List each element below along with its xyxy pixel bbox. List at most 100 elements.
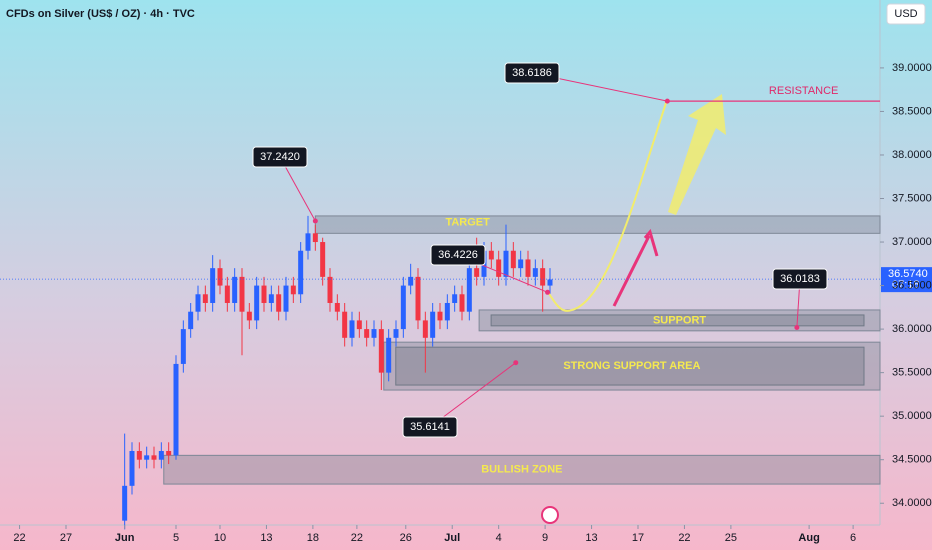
candle-body [540, 268, 546, 286]
y-tick-label: 36.0000 [892, 323, 932, 335]
annotation-leader [429, 362, 517, 428]
candle-body [254, 285, 260, 321]
candle-body [232, 276, 238, 303]
candle-body [356, 320, 362, 330]
candles [122, 215, 553, 530]
annotation-box [504, 62, 560, 84]
candle-body [224, 285, 230, 303]
candle-body [151, 455, 157, 460]
candle-body [320, 242, 326, 277]
logo [541, 506, 559, 524]
zone-inner [395, 346, 865, 386]
annotation-box [430, 244, 486, 266]
candle-body [298, 250, 304, 295]
candle-body [466, 268, 472, 312]
annotation-box [402, 416, 458, 438]
y-tick-label: 34.0000 [892, 497, 932, 509]
y-tick-label: 39.0000 [892, 62, 932, 74]
x-tick-label: 18 [307, 532, 319, 544]
annotation-label: 36.4226 [438, 249, 478, 261]
pink-arrow [612, 235, 651, 307]
candle-body [459, 294, 465, 312]
x-tick-label: Aug [798, 532, 819, 544]
annotation-point [545, 289, 551, 295]
candle-body [525, 259, 531, 277]
candle-body [122, 485, 128, 521]
candle-body [503, 250, 509, 277]
annotation-box [252, 146, 308, 168]
candle-body [268, 294, 274, 303]
annotation-point [312, 218, 318, 224]
annotation-label: 37.2420 [260, 151, 300, 163]
x-tick-label: 22 [351, 532, 363, 544]
last-price-box [881, 267, 932, 293]
x-tick-label: 6 [850, 532, 856, 544]
zone-label: TARGET [445, 217, 490, 229]
candle-body [312, 233, 318, 243]
y-tick-label: 36.5000 [892, 279, 932, 291]
candle-body [261, 285, 267, 303]
zone-label: SUPPORT [653, 314, 706, 326]
candle-body [173, 363, 179, 456]
zone-inner [490, 314, 865, 327]
y-tick-label: 35.5000 [892, 367, 932, 379]
annotation-point [513, 360, 519, 366]
candle-body [408, 276, 414, 286]
y-tick-label: 35.0000 [892, 410, 932, 422]
x-tick-label: 9 [542, 532, 548, 544]
x-tick-label: 27 [60, 532, 72, 544]
resistance-label: RESISTANCE [769, 85, 838, 97]
candle-body [364, 329, 370, 338]
x-tick-label: 22 [678, 532, 690, 544]
currency-label[interactable]: USD [894, 8, 917, 20]
candle-body [510, 250, 516, 269]
candle-body [166, 450, 172, 456]
y-tick-label: 37.0000 [892, 236, 932, 248]
candle-body [547, 279, 553, 286]
candle-body [136, 450, 142, 460]
x-tick-label: 10 [214, 532, 226, 544]
candle-body [180, 329, 186, 364]
x-tick-label: 13 [260, 532, 272, 544]
candle-body [290, 285, 296, 295]
yellow-arrow [668, 94, 726, 215]
y-tick-label: 38.0000 [892, 149, 932, 161]
candle-body [195, 294, 201, 312]
candle-body [400, 285, 406, 330]
candle-body [349, 320, 355, 338]
x-tick-label: 26 [400, 532, 412, 544]
candle-body [422, 320, 428, 338]
candle-body [210, 268, 216, 303]
y-tick-label: 38.5000 [892, 105, 932, 117]
annotation-label: 35.6141 [410, 421, 450, 433]
candle-body [393, 329, 399, 338]
candle-body [217, 268, 223, 286]
candle-body [496, 259, 502, 277]
annotation-box [772, 268, 828, 290]
x-tick-label: 25 [725, 532, 737, 544]
countdown: 07:18 [892, 279, 920, 291]
candle-body [532, 268, 538, 277]
candle-body [488, 250, 494, 260]
x-tick-label: 13 [585, 532, 597, 544]
candle-body [334, 302, 340, 312]
chart-title: CFDs on Silver (US$ / OZ) · 4h · TVC [6, 8, 195, 20]
currency-button[interactable] [886, 3, 926, 25]
candle-body [342, 311, 348, 338]
annotation-leader [279, 156, 316, 222]
candle-body [246, 311, 252, 321]
zone [383, 341, 881, 391]
x-tick-label: 5 [173, 532, 179, 544]
candle-body [202, 294, 208, 303]
annotation-point [794, 325, 800, 331]
candle-body [378, 329, 384, 373]
y-tick-label: 34.5000 [892, 454, 932, 466]
zones: TARGET SUPPORT STRONG SUPPORT AREA BULLISH … [163, 215, 881, 485]
candle-body [415, 276, 421, 321]
x-tick-label: 4 [496, 532, 502, 544]
candle-body [452, 294, 458, 303]
zone [314, 215, 881, 234]
